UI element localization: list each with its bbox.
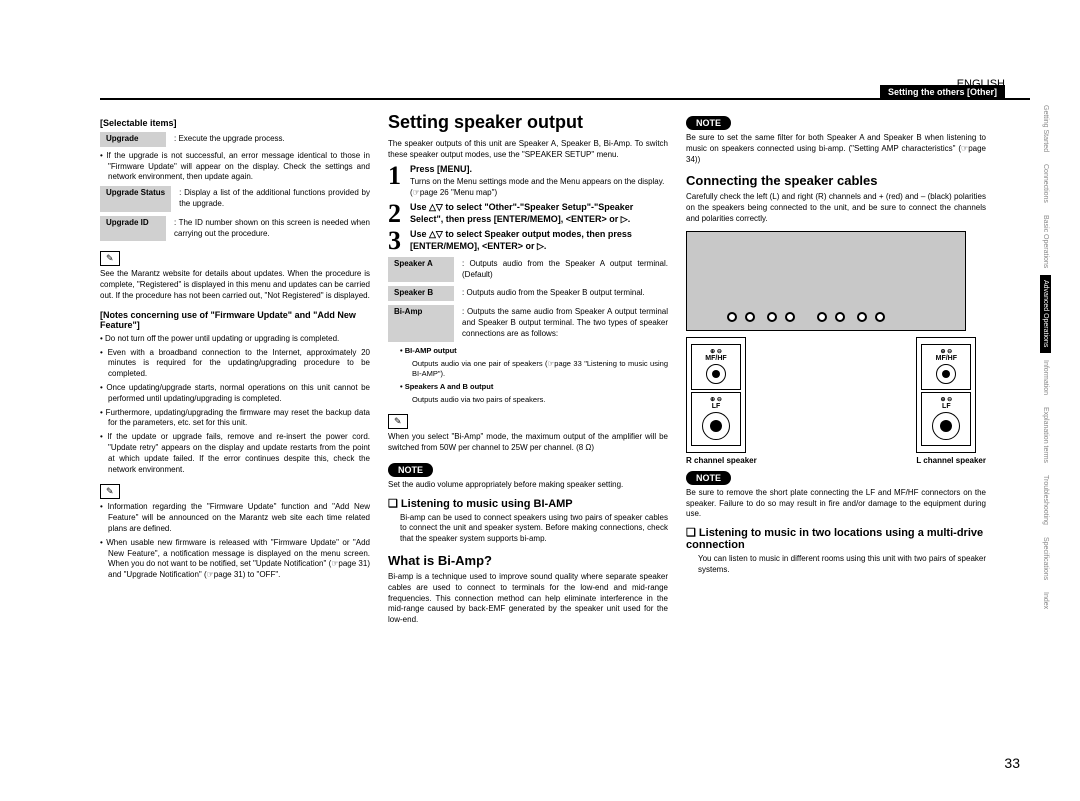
pencil-icon: ✎ [100, 484, 120, 499]
step-text: Press [MENU]. Turns on the Menu settings … [410, 164, 668, 198]
term: Bi-Amp [388, 305, 454, 341]
column-1: [Selectable items] Upgrade Execute the u… [100, 110, 370, 629]
bullet: Even with a broadband connection to the … [100, 348, 370, 380]
step-num: 3 [388, 229, 410, 252]
mf-label: MF/HF [936, 355, 957, 362]
pencil-text-1: See the Marantz website for details abou… [100, 269, 370, 301]
term: Upgrade Status [100, 186, 171, 212]
bullet: Once updating/upgrade starts, normal ope… [100, 383, 370, 405]
def-bi-amp: Bi-Amp Outputs the same audio from Speak… [388, 305, 668, 341]
tab-information[interactable]: Information [1040, 355, 1051, 400]
note-2-text: Be sure to remove the short plate connec… [686, 488, 986, 520]
bullet: If the upgrade is not successful, an err… [100, 151, 370, 183]
ab-out-text: Outputs audio via two pairs of speakers. [400, 395, 668, 405]
biamp-details: • BI-AMP output Outputs audio via one pa… [388, 346, 668, 406]
speaker-diagram-row: ⊕ ⊖MF/HF ⊕ ⊖LF R channel speaker ⊕ ⊖MF/H… [686, 337, 986, 465]
tab-basic-ops[interactable]: Basic Operations [1040, 210, 1051, 273]
tab-advanced-ops[interactable]: Advanced Operations [1040, 275, 1051, 352]
selectable-items-heading: [Selectable items] [100, 118, 370, 128]
what-is-biamp-text: Bi-amp is a technique used to improve so… [388, 572, 668, 626]
note-1-text: Be sure to set the same filter for both … [686, 133, 986, 165]
note-text: Set the audio volume appropriately befor… [388, 480, 668, 491]
tab-explanation[interactable]: Explanation terms [1040, 402, 1051, 468]
column-3: NOTE Be sure to set the same filter for … [686, 110, 986, 629]
def-speaker-b: Speaker B Outputs audio from the Speaker… [388, 286, 668, 301]
term: Upgrade ID [100, 216, 166, 242]
lf-label: LF [712, 403, 721, 410]
note-pill: NOTE [686, 471, 731, 485]
intro-text: The speaker outputs of this unit are Spe… [388, 139, 668, 161]
step-text: Use △▽ to select Speaker output modes, t… [410, 229, 668, 252]
bullet: If the update or upgrade fails, remove a… [100, 432, 370, 475]
def: Outputs audio from the Speaker A output … [454, 257, 668, 283]
note-pill: NOTE [388, 463, 433, 477]
step-3: 3 Use △▽ to select Speaker output modes,… [388, 229, 668, 252]
term: Speaker A [388, 257, 454, 283]
def: The ID number shown on this screen is ne… [166, 216, 370, 242]
connecting-cables-text: Carefully check the left (L) and right (… [686, 192, 986, 224]
l-channel-label: L channel speaker [916, 456, 986, 465]
mf-label: MF/HF [705, 355, 726, 362]
ab-out-label: Speakers A and B output [405, 382, 494, 391]
def-speaker-a: Speaker A Outputs audio from the Speaker… [388, 257, 668, 283]
pencil-icon: ✎ [388, 414, 408, 429]
biamp-out-text: Outputs audio via one pair of speakers (… [400, 359, 668, 379]
step-bold: Press [MENU]. [410, 164, 472, 174]
def-upgrade-id: Upgrade ID The ID number shown on this s… [100, 216, 370, 242]
bullet: Information regarding the "Firmware Upda… [100, 502, 370, 534]
biamp-listening-text: Bi-amp can be used to connect speakers u… [388, 513, 668, 545]
speaker-r: ⊕ ⊖MF/HF ⊕ ⊖LF R channel speaker [686, 337, 757, 465]
connecting-cables-heading: Connecting the speaker cables [686, 173, 986, 188]
lf-label: LF [942, 403, 951, 410]
step-1: 1 Press [MENU]. Turns on the Menu setting… [388, 164, 668, 198]
step-text: Use △▽ to select "Other"-"Speaker Setup"… [410, 202, 668, 225]
def: Display a list of the additional functio… [171, 186, 370, 212]
bullet: When usable new firmware is released wit… [100, 538, 370, 581]
what-is-biamp-heading: What is Bi-Amp? [388, 553, 668, 568]
tab-connections[interactable]: Connections [1040, 159, 1051, 208]
def: Outputs audio from the Speaker B output … [454, 286, 668, 301]
page-number: 33 [1004, 755, 1020, 771]
biamp-out-label: BI-AMP output [405, 346, 457, 355]
note-pill: NOTE [686, 116, 731, 130]
speaker-l: ⊕ ⊖MF/HF ⊕ ⊖LF L channel speaker [916, 337, 986, 465]
rear-panel-diagram [686, 231, 966, 331]
section-title: Setting speaker output [388, 112, 668, 133]
column-2: Setting speaker output The speaker outpu… [388, 110, 668, 629]
r-channel-label: R channel speaker [686, 456, 757, 465]
notes-heading: [Notes concerning use of "Firmware Updat… [100, 310, 370, 330]
term: Upgrade [100, 132, 166, 147]
bullets-1: If the upgrade is not successful, an err… [100, 151, 370, 183]
bullets-3: Information regarding the "Firmware Upda… [100, 502, 370, 581]
step-num: 2 [388, 202, 410, 225]
biamp-listening-heading: ❑ Listening to music using BI-AMP [388, 497, 668, 510]
step-sub: Turns on the Menu settings mode and the … [410, 177, 668, 198]
bullet: Do not turn off the power until updating… [100, 334, 370, 345]
term: Speaker B [388, 286, 454, 301]
def-upgrade-status: Upgrade Status Display a list of the add… [100, 186, 370, 212]
def-upgrade: Upgrade Execute the upgrade process. [100, 132, 370, 147]
breadcrumb: Setting the others [Other] [880, 85, 1005, 99]
step-num: 1 [388, 164, 410, 198]
pencil-text-2: When you select "Bi-Amp" mode, the maxim… [388, 432, 668, 454]
def: Outputs the same audio from Speaker A ou… [454, 305, 668, 341]
tab-index[interactable]: Index [1040, 587, 1051, 614]
multi-drive-heading: ❑ Listening to music in two locations us… [686, 526, 986, 551]
multi-drive-text: You can listen to music in different roo… [686, 554, 986, 576]
tab-troubleshooting[interactable]: Troubleshooting [1040, 470, 1051, 530]
bullets-2: Do not turn off the power until updating… [100, 334, 370, 476]
bullet: Furthermore, updating/upgrading the firm… [100, 408, 370, 430]
pencil-icon: ✎ [100, 251, 120, 266]
content-columns: [Selectable items] Upgrade Execute the u… [100, 110, 1030, 629]
side-navigation: Getting Started Connections Basic Operat… [1040, 100, 1058, 616]
tab-getting-started[interactable]: Getting Started [1040, 100, 1051, 157]
step-2: 2 Use △▽ to select "Other"-"Speaker Setu… [388, 202, 668, 225]
def: Execute the upgrade process. [166, 132, 370, 147]
tab-specifications[interactable]: Specifications [1040, 532, 1051, 585]
